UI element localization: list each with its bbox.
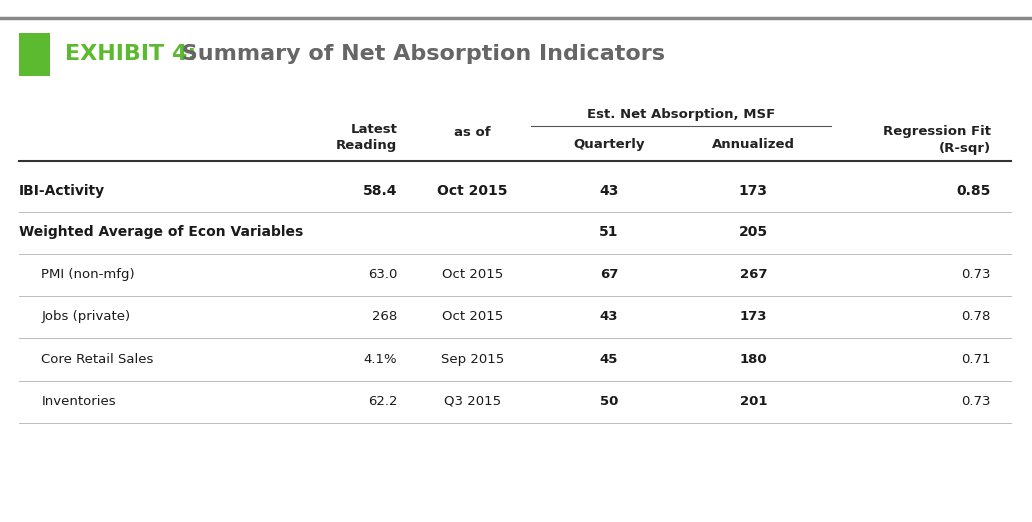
Text: 4.1%: 4.1% (363, 353, 397, 365)
Text: 0.73: 0.73 (961, 268, 991, 281)
Text: 0.71: 0.71 (961, 353, 991, 365)
Text: 67: 67 (600, 268, 618, 281)
Text: Annualized: Annualized (712, 138, 795, 150)
Text: 0.73: 0.73 (961, 395, 991, 408)
Text: 173: 173 (740, 311, 767, 323)
Text: 50: 50 (600, 395, 618, 408)
Text: 43: 43 (600, 184, 618, 198)
Text: Inventories: Inventories (41, 395, 116, 408)
Text: Core Retail Sales: Core Retail Sales (41, 353, 154, 365)
Text: Jobs (private): Jobs (private) (41, 311, 130, 323)
Bar (19, 33, 50, 76)
Text: Oct 2015: Oct 2015 (438, 184, 508, 198)
Text: 0.85: 0.85 (957, 184, 991, 198)
Text: Est. Net Absorption, MSF: Est. Net Absorption, MSF (587, 109, 775, 121)
Text: Weighted Average of Econ Variables: Weighted Average of Econ Variables (19, 226, 302, 239)
Text: 205: 205 (739, 226, 768, 239)
Text: Q3 2015: Q3 2015 (444, 395, 502, 408)
Text: 268: 268 (373, 311, 397, 323)
Text: 173: 173 (739, 184, 768, 198)
Text: 45: 45 (600, 353, 618, 365)
Text: 62.2: 62.2 (367, 395, 397, 408)
Text: 201: 201 (740, 395, 767, 408)
Text: 43: 43 (600, 311, 618, 323)
Text: Regression Fit
(R-sqr): Regression Fit (R-sqr) (882, 125, 991, 155)
Text: Oct 2015: Oct 2015 (442, 311, 504, 323)
Text: as of: as of (454, 126, 491, 138)
Text: IBI-Activity: IBI-Activity (19, 184, 104, 198)
Text: 51: 51 (600, 226, 618, 239)
Text: Oct 2015: Oct 2015 (442, 268, 504, 281)
Text: 267: 267 (740, 268, 767, 281)
Text: 0.78: 0.78 (962, 311, 991, 323)
Text: Latest
Reading: Latest Reading (336, 123, 397, 152)
Text: 58.4: 58.4 (363, 184, 397, 198)
Text: 180: 180 (740, 353, 767, 365)
Text: Sep 2015: Sep 2015 (441, 353, 505, 365)
Text: Quarterly: Quarterly (573, 138, 645, 150)
Text: EXHIBIT 4:: EXHIBIT 4: (65, 44, 196, 64)
Text: PMI (non-mfg): PMI (non-mfg) (41, 268, 135, 281)
Text: 63.0: 63.0 (368, 268, 397, 281)
Text: Summary of Net Absorption Indicators: Summary of Net Absorption Indicators (174, 44, 666, 64)
